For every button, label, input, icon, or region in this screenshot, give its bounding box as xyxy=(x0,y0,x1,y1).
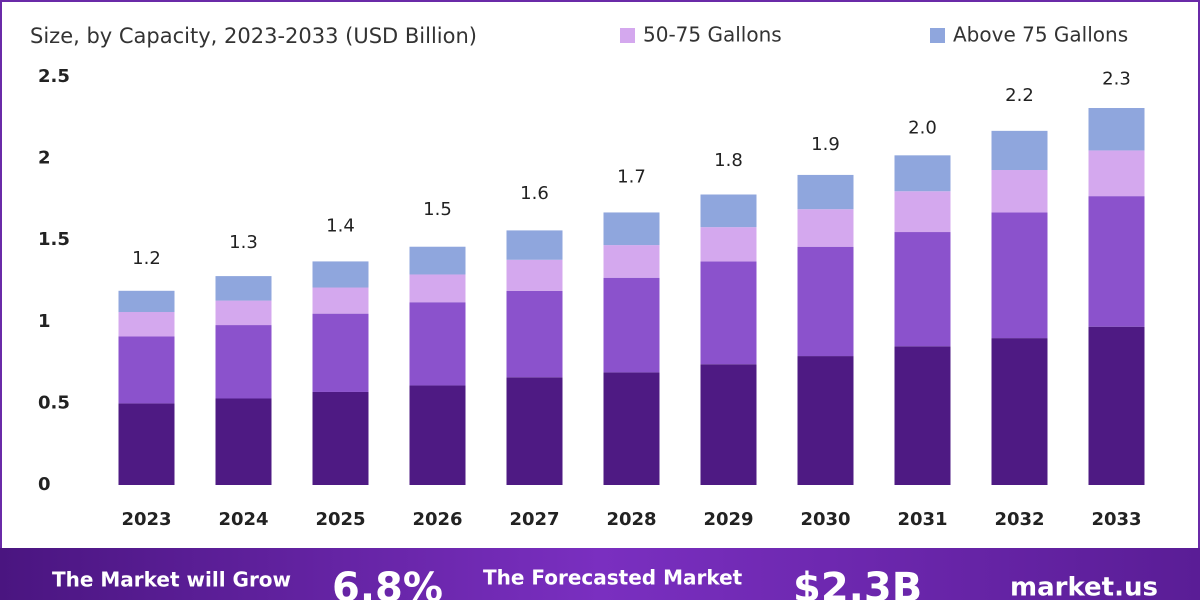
y-tick-label: 0.5 xyxy=(38,392,70,413)
bar-segment xyxy=(312,261,369,288)
bar-segment xyxy=(603,277,660,373)
bar-segment xyxy=(797,246,854,357)
y-tick-label: 2.5 xyxy=(38,66,70,87)
total-label: 1.5 xyxy=(423,199,452,220)
bar-segment xyxy=(603,372,660,485)
bar-segment xyxy=(797,174,854,210)
banner-grow: The Market will Grow xyxy=(52,568,291,592)
total-label: 1.9 xyxy=(811,134,840,155)
bar-segment xyxy=(894,155,951,192)
bar-segment xyxy=(700,194,757,228)
total-label: 1.8 xyxy=(714,150,743,171)
bar-segment xyxy=(894,191,951,233)
total-label: 1.3 xyxy=(229,232,258,253)
x-tick-label: 2027 xyxy=(509,509,559,530)
bar-segment xyxy=(215,300,272,326)
y-tick-label: 0 xyxy=(38,474,51,495)
total-label: 1.2 xyxy=(132,248,161,269)
bar-segment xyxy=(991,170,1048,213)
legend-swatch xyxy=(620,28,635,43)
y-tick-label: 1 xyxy=(38,311,51,332)
bar-segment xyxy=(409,274,466,303)
total-label: 1.6 xyxy=(520,183,549,204)
x-tick-label: 2033 xyxy=(1091,509,1141,530)
bar-segment xyxy=(506,259,563,291)
bar-segment xyxy=(312,313,369,392)
bar-segment xyxy=(797,356,854,485)
bar-segment xyxy=(700,261,757,365)
bar-segment xyxy=(409,302,466,386)
bar-segment xyxy=(409,385,466,485)
x-tick-label: 2028 xyxy=(606,509,656,530)
bar-segment xyxy=(118,290,175,313)
bar-segment xyxy=(700,364,757,485)
bar-segment xyxy=(991,338,1048,485)
x-tick-label: 2026 xyxy=(412,509,462,530)
bar-segment xyxy=(700,227,757,262)
banner-forecast: The Forecasted Market xyxy=(483,566,743,590)
bar-segment xyxy=(603,212,660,246)
y-tick-label: 1.5 xyxy=(38,229,70,250)
bar-segment xyxy=(215,398,272,485)
x-tick-label: 2024 xyxy=(218,509,268,530)
x-tick-label: 2030 xyxy=(800,509,850,530)
bar-segment xyxy=(215,325,272,399)
bar-segment xyxy=(506,230,563,260)
bar-segment xyxy=(991,130,1048,171)
x-tick-label: 2029 xyxy=(703,509,753,530)
bar-segment xyxy=(1088,150,1145,197)
bar-segment xyxy=(894,232,951,347)
bar-segment xyxy=(506,290,563,378)
bar-segment xyxy=(1088,326,1145,485)
total-label: 2.0 xyxy=(908,118,937,139)
total-label: 1.4 xyxy=(326,216,355,237)
bar-segment xyxy=(991,212,1048,339)
total-label: 2.3 xyxy=(1102,69,1131,90)
bar-segment xyxy=(215,276,272,301)
legend-swatch xyxy=(930,28,945,43)
bar-segment xyxy=(312,287,369,314)
bar-segment xyxy=(1088,196,1145,327)
bar-segment xyxy=(409,246,466,275)
x-tick-label: 2031 xyxy=(897,509,947,530)
banner xyxy=(0,548,1200,600)
total-label: 2.2 xyxy=(1005,85,1034,106)
bar-segment xyxy=(312,391,369,485)
y-tick-label: 2 xyxy=(38,148,51,169)
bar-segment xyxy=(1088,108,1145,151)
banner-value: $2.3B xyxy=(793,565,922,600)
x-tick-label: 2025 xyxy=(315,509,365,530)
bar-segment xyxy=(506,377,563,485)
x-tick-label: 2023 xyxy=(121,509,171,530)
banner-cagr: 6.8% xyxy=(332,565,443,600)
bar-segment xyxy=(797,209,854,247)
bar-segment xyxy=(894,346,951,485)
x-tick-label: 2032 xyxy=(994,509,1044,530)
legend-label: Above 75 Gallons xyxy=(953,23,1128,47)
total-label: 1.7 xyxy=(617,167,646,188)
bar-segment xyxy=(118,312,175,337)
legend-label: 50-75 Gallons xyxy=(643,23,782,47)
chart-subtitle: Size, by Capacity, 2023-2033 (USD Billio… xyxy=(30,24,477,48)
bar-segment xyxy=(603,245,660,278)
bar-segment xyxy=(118,336,175,404)
bar-segment xyxy=(118,403,175,485)
banner-brand: market.us xyxy=(1010,573,1158,600)
